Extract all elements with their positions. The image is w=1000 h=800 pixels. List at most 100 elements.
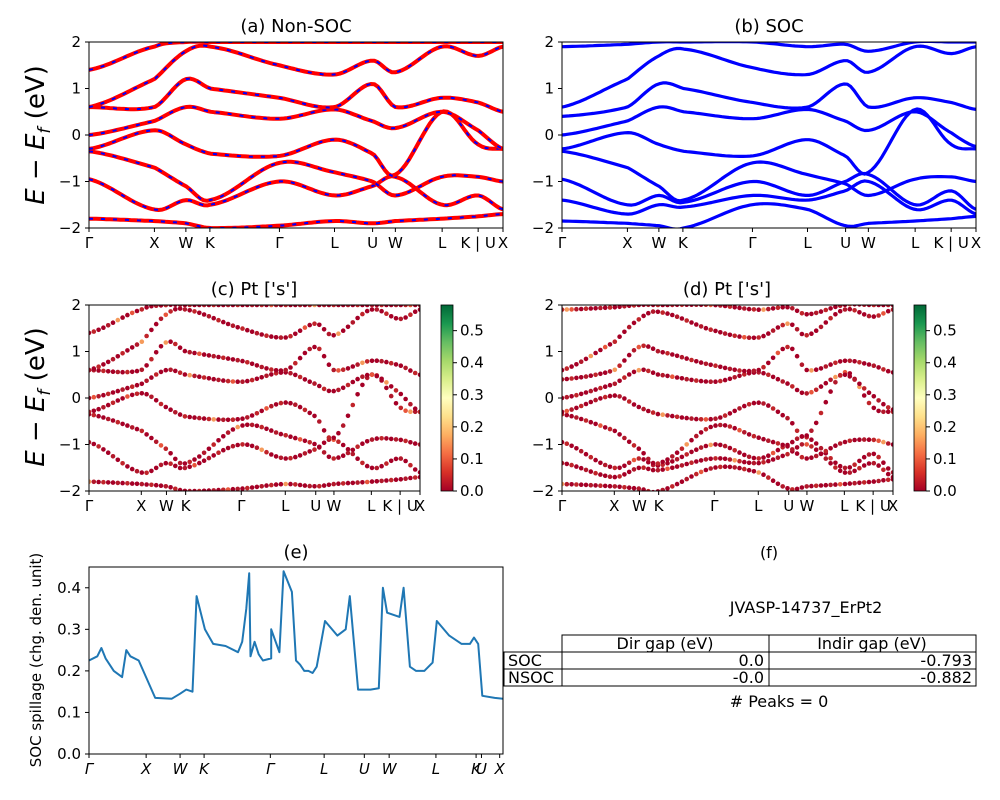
panel-c-yticks: 2 1 0 −1 −2 <box>59 296 89 500</box>
band-point <box>225 356 231 361</box>
band-point <box>722 377 728 383</box>
band-point <box>665 461 670 466</box>
band-point <box>679 463 685 468</box>
band-point <box>737 465 742 471</box>
xtick-label: L <box>320 760 328 778</box>
band-point <box>336 305 341 308</box>
band-point <box>737 373 742 379</box>
band-point <box>235 424 240 430</box>
band-point <box>718 456 723 461</box>
band-point <box>369 372 375 378</box>
band-point <box>139 481 145 487</box>
band-point <box>297 404 303 410</box>
band-point <box>302 350 308 356</box>
band-point <box>192 350 197 356</box>
band-point <box>340 367 346 373</box>
panel-e-yticks: 0.4 0.3 0.2 0.1 0.0 <box>57 579 89 763</box>
band-point <box>177 487 183 491</box>
band-line-dash-2 <box>89 150 503 202</box>
band-point <box>857 360 862 365</box>
band-point <box>230 379 236 384</box>
band-point <box>607 342 613 347</box>
band-point <box>144 305 149 310</box>
band-point <box>350 402 356 408</box>
xtick-label: X <box>622 234 632 252</box>
band-point <box>799 442 805 447</box>
band-point <box>809 444 814 449</box>
ytick-label: −2 <box>532 482 554 500</box>
band-point <box>861 312 867 317</box>
band-point <box>876 478 881 484</box>
band-point <box>785 451 790 457</box>
band-point <box>775 441 781 446</box>
band-point <box>417 442 420 447</box>
band-point <box>660 372 665 378</box>
band-point <box>674 375 680 380</box>
xtick-label: Γ <box>266 760 276 778</box>
band-point <box>593 421 598 427</box>
band-point <box>823 456 829 461</box>
band-point <box>293 482 298 487</box>
colorbar-tick-label: 0.3 <box>933 386 957 404</box>
band-point <box>288 333 293 339</box>
band-point <box>192 415 197 420</box>
band-point <box>727 457 733 462</box>
band-point <box>593 483 598 488</box>
band-point <box>192 488 197 491</box>
band-point <box>713 456 718 461</box>
band-point <box>221 355 226 361</box>
band-point <box>574 306 579 312</box>
band-point <box>742 306 747 311</box>
band-point <box>96 327 101 333</box>
band-point <box>578 403 584 409</box>
xtick-label: X <box>494 760 506 778</box>
band-point <box>269 403 274 409</box>
band-point <box>794 387 800 393</box>
band-point <box>297 374 303 380</box>
band-point <box>737 305 742 311</box>
band-point <box>866 461 872 466</box>
spillage-line <box>89 570 503 700</box>
band-point <box>355 315 360 321</box>
band-point <box>569 394 574 399</box>
band-point <box>182 307 188 312</box>
band-point <box>101 405 106 410</box>
band-point <box>588 469 594 474</box>
band-point <box>249 485 255 490</box>
band-point <box>751 400 757 406</box>
ytick-label: 0 <box>71 389 81 407</box>
band-point <box>607 474 613 480</box>
band-point <box>785 415 790 421</box>
band-point <box>722 331 728 336</box>
band-point <box>852 377 857 382</box>
band-point <box>588 482 594 488</box>
band-point <box>245 327 250 333</box>
band-point <box>283 305 288 308</box>
band-point <box>813 420 819 426</box>
band-point <box>727 332 733 338</box>
band-point <box>718 464 723 470</box>
band-point <box>574 405 579 411</box>
band-point <box>809 428 814 434</box>
band-point <box>417 307 420 312</box>
band-point <box>583 390 589 395</box>
band-point <box>833 360 838 366</box>
band-point <box>881 311 886 316</box>
band-point <box>828 389 833 394</box>
band-point <box>785 305 790 310</box>
band-point <box>564 412 570 418</box>
band-point <box>722 413 728 418</box>
xtick-label: W <box>159 497 174 515</box>
band-point <box>134 468 140 474</box>
band-point <box>646 305 651 308</box>
band-point <box>254 484 260 490</box>
band-point <box>689 449 694 455</box>
band-point <box>331 435 337 441</box>
band-point <box>881 367 886 372</box>
band-point <box>842 439 848 445</box>
band-point <box>562 307 565 312</box>
xtick-label: K <box>181 497 192 515</box>
band-point <box>321 428 327 433</box>
band-point <box>240 486 245 491</box>
band-point <box>727 366 733 372</box>
